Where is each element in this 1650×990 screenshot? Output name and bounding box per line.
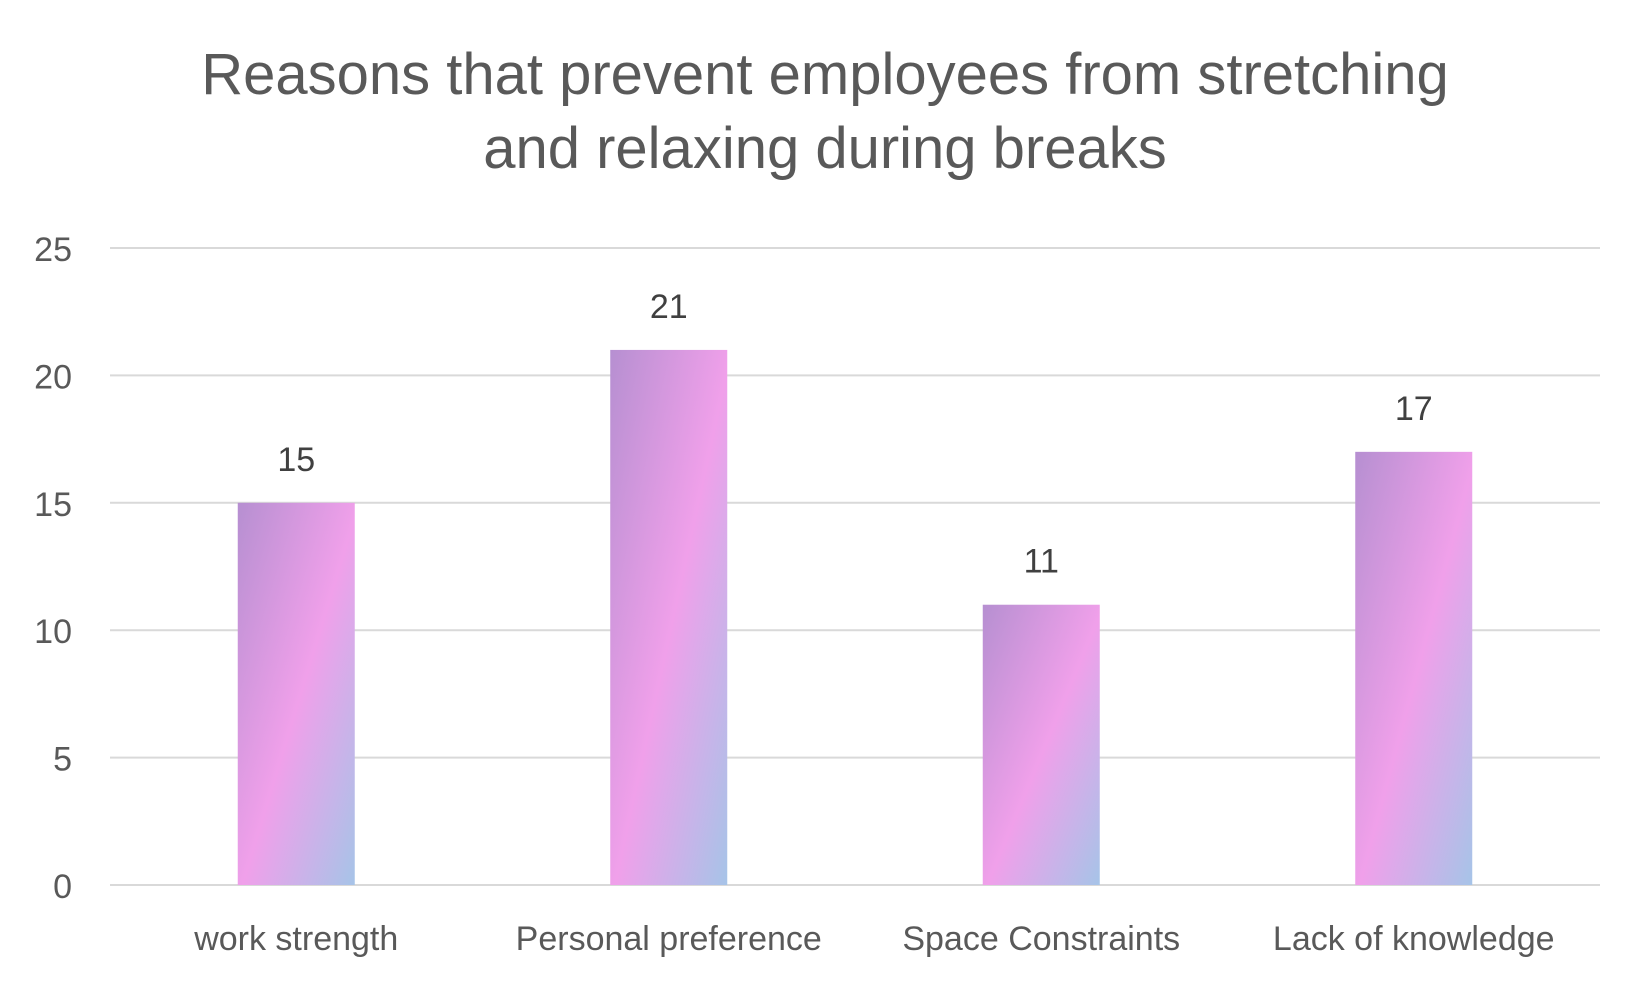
chart-title-line-1: Reasons that prevent employees from stre… [201,42,1449,107]
axis-layer: 0 5 10 15 20 25 work strength Personal preferen… [34,231,1554,958]
bar-layer [237,349,1473,885]
bar-personal-preference [610,349,728,885]
x-tick-label: work strength [193,920,398,958]
x-tick-label: Personal preference [516,920,822,958]
bar-lack-of-knowledge [1355,451,1473,885]
data-label: 17 [1395,390,1433,428]
y-tick-label: 0 [53,868,72,906]
grid-layer [110,247,1600,886]
data-label: 21 [650,288,688,326]
y-tick-label: 10 [34,613,72,651]
data-label: 11 [1024,543,1059,581]
x-tick-label: Lack of knowledge [1273,920,1555,958]
bar-space-constraints [982,604,1100,885]
y-tick-label: 5 [53,741,72,779]
label-layer: 15 21 11 17 [277,288,1432,581]
chart-title-line-2: and relaxing during breaks [483,116,1167,181]
y-tick-label: 25 [34,231,72,269]
chart-title: Reasons that prevent employees from stre… [0,38,1650,186]
x-tick-label: Space Constraints [902,920,1180,958]
y-tick-label: 20 [34,358,72,396]
data-label: 15 [277,441,315,479]
bar-work-strength [237,502,355,885]
y-tick-label: 15 [34,486,72,524]
